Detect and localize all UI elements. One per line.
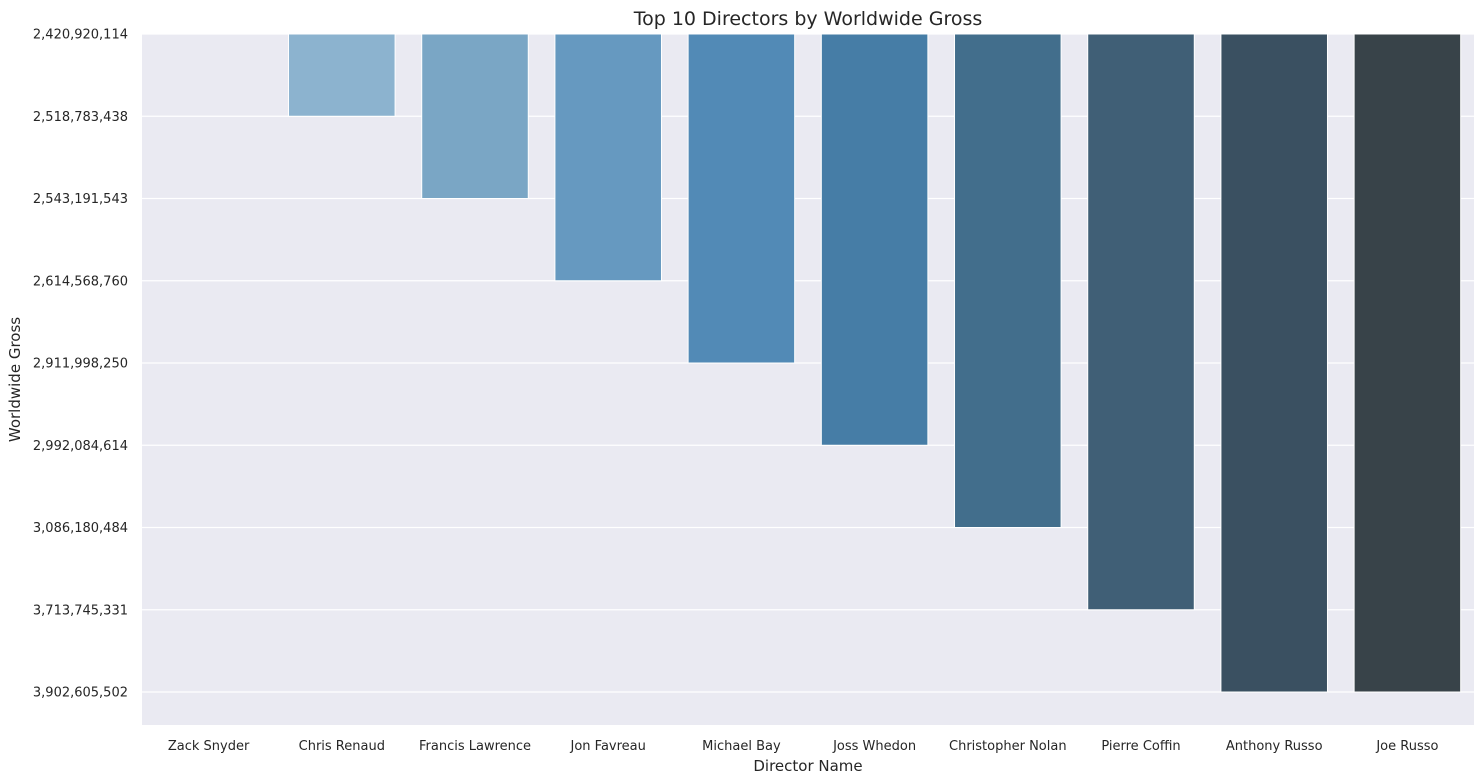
y-tick-label: 2,543,191,543 bbox=[33, 192, 128, 207]
y-tick-labels: 2,420,920,114 2,518,783,438 2,543,191,543 2… bbox=[33, 28, 128, 701]
chart-title: Top 10 Directors by Worldwide Gross bbox=[633, 8, 983, 30]
bar-anthony-russo bbox=[1220, 33, 1328, 693]
y-tick-label: 2,420,920,114 bbox=[33, 28, 128, 43]
bar-joss-whedon bbox=[820, 33, 929, 446]
bar-pierre-coffin bbox=[1087, 33, 1195, 611]
x-tick-label: Francis Lawrence bbox=[419, 739, 531, 754]
y-tick-label: 2,614,568,760 bbox=[33, 274, 128, 289]
x-tick-label: Anthony Russo bbox=[1226, 739, 1323, 754]
x-tick-label: Zack Snyder bbox=[168, 739, 250, 754]
x-tick-label: Joss Whedon bbox=[832, 739, 916, 754]
x-axis-label: Director Name bbox=[753, 757, 862, 775]
bar-chris-renaud bbox=[288, 33, 396, 117]
x-tick-label: Christopher Nolan bbox=[949, 739, 1067, 754]
x-tick-label: Michael Bay bbox=[702, 739, 781, 754]
bar-joe-russo bbox=[1353, 33, 1462, 693]
x-tick-label: Pierre Coffin bbox=[1101, 739, 1180, 754]
x-tick-label: Chris Renaud bbox=[299, 739, 385, 754]
y-tick-label: 3,086,180,484 bbox=[33, 521, 128, 536]
x-tick-labels: Zack Snyder Chris Renaud Francis Lawrence J… bbox=[168, 739, 1439, 754]
bar-jon-favreau bbox=[554, 33, 662, 282]
y-tick-label: 2,992,084,614 bbox=[33, 439, 128, 454]
bar-michael-bay bbox=[687, 33, 796, 364]
y-tick-label: 2,911,998,250 bbox=[33, 357, 128, 372]
y-tick-label: 3,713,745,331 bbox=[33, 603, 128, 618]
x-tick-label: Joe Russo bbox=[1375, 739, 1438, 754]
y-axis-label: Worldwide Gross bbox=[6, 317, 24, 442]
bars bbox=[288, 33, 1462, 693]
bar-christopher-nolan bbox=[954, 33, 1062, 528]
y-tick-label: 3,902,605,502 bbox=[33, 686, 128, 701]
y-tick-label: 2,518,783,438 bbox=[33, 110, 128, 125]
bar-francis-lawrence bbox=[421, 33, 529, 199]
x-tick-label: Jon Favreau bbox=[570, 739, 646, 754]
